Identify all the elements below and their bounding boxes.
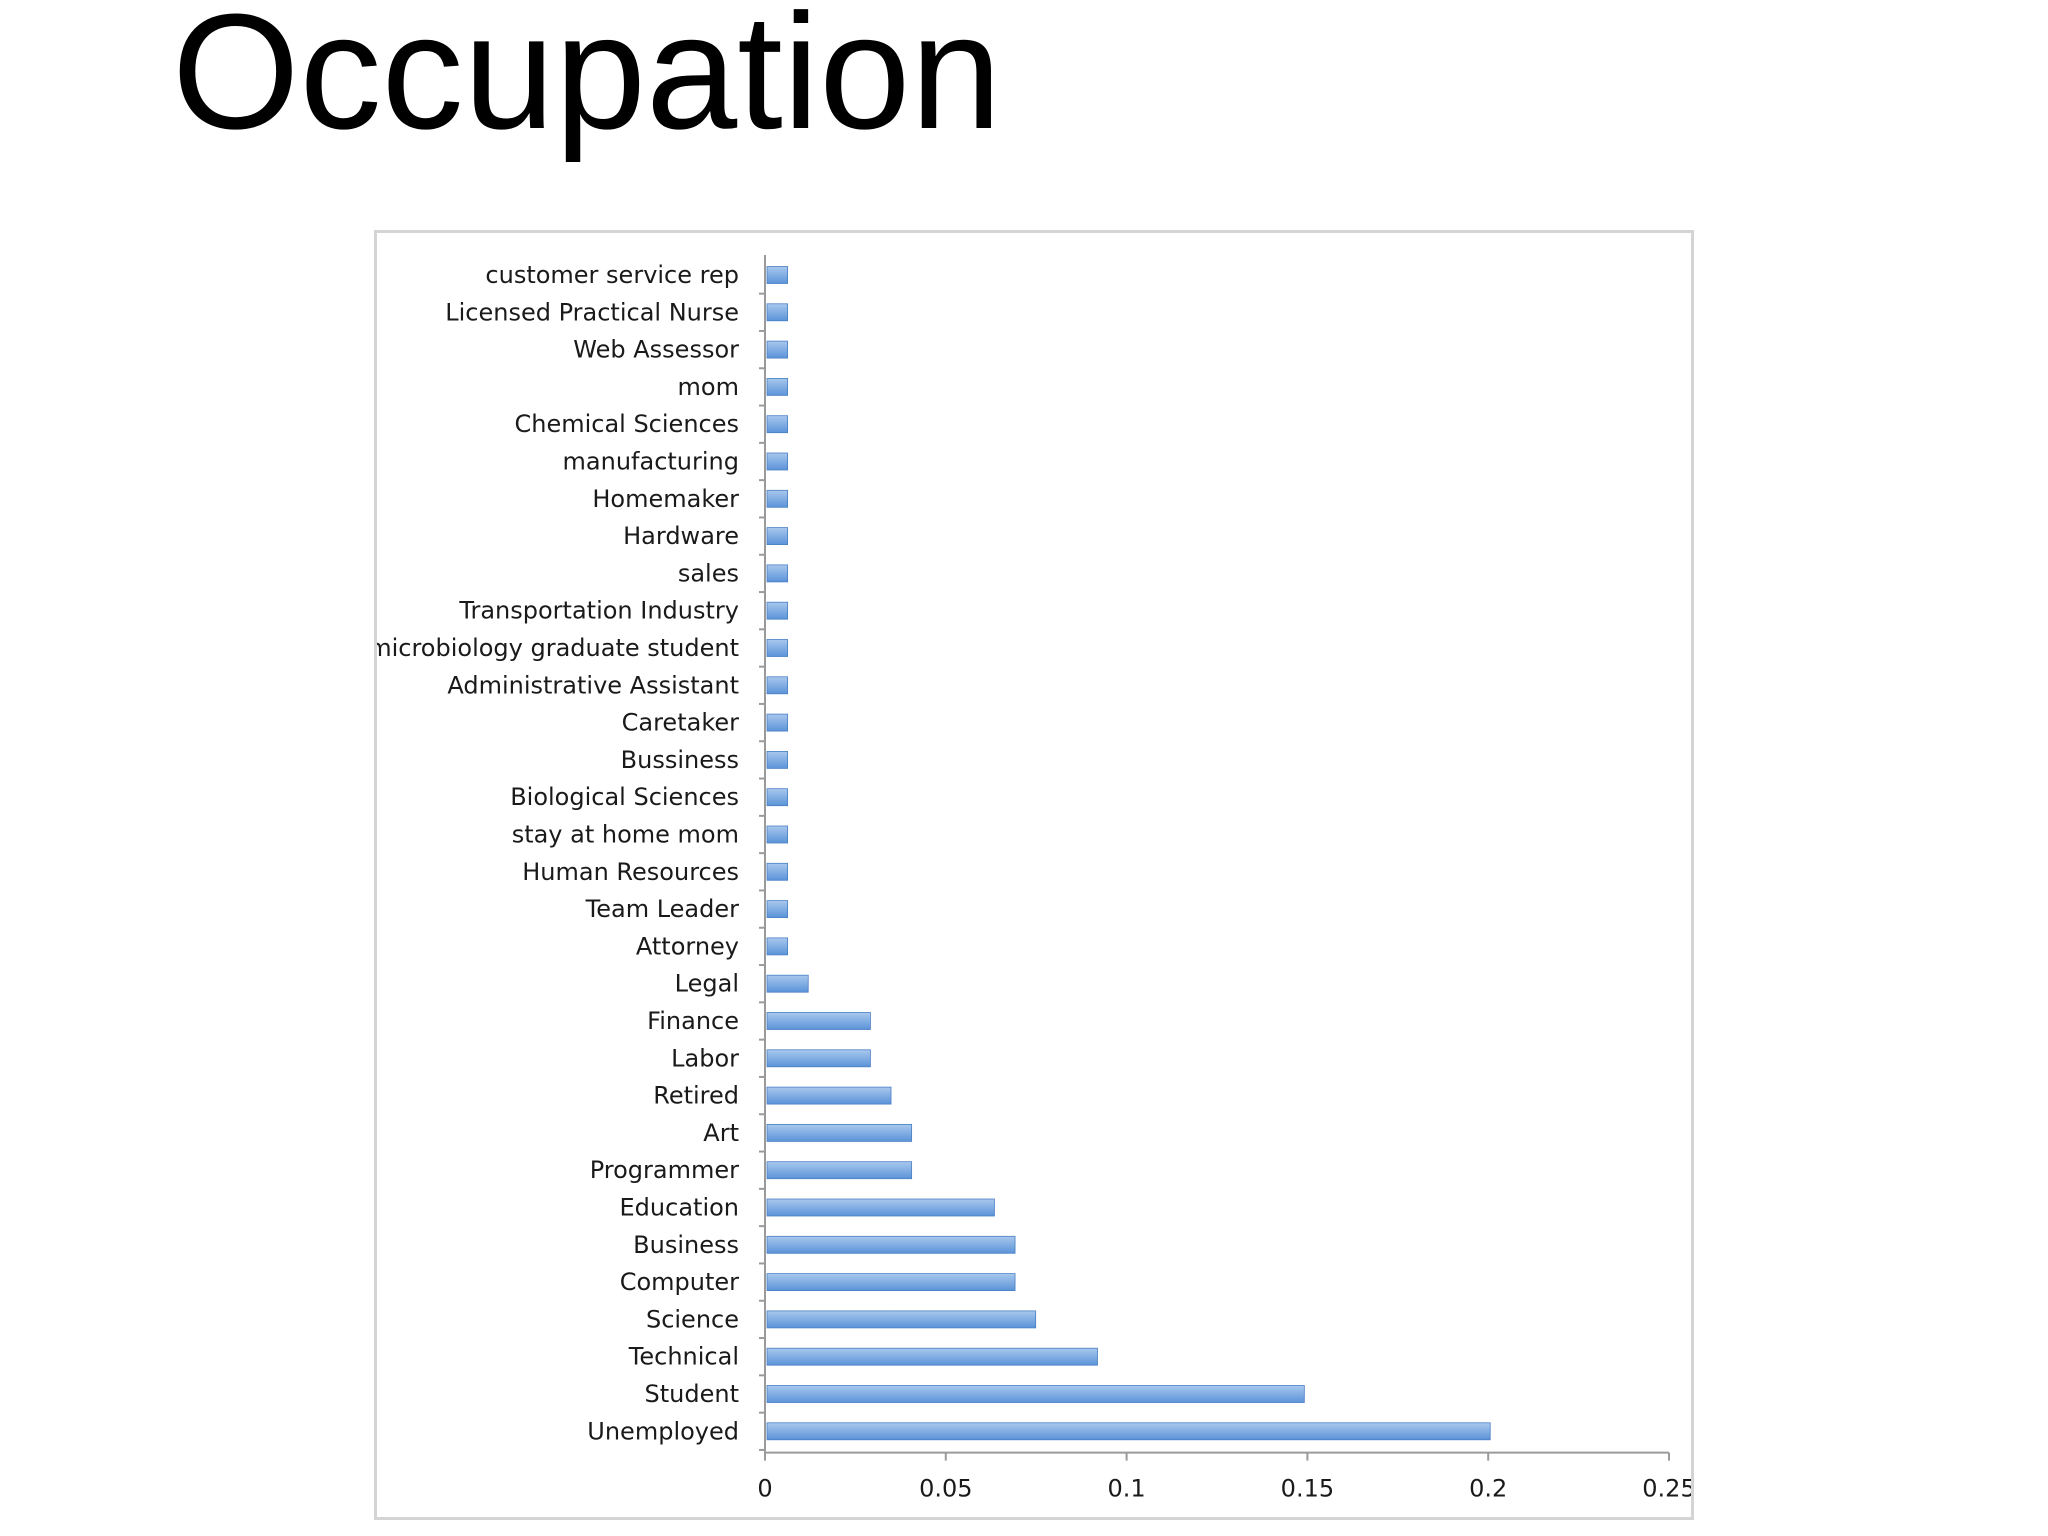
bar-caretaker	[766, 713, 789, 732]
category-label-retired: Retired	[653, 1082, 739, 1110]
bar-science	[766, 1310, 1037, 1329]
category-label-bussiness: Bussiness	[621, 746, 739, 774]
category-label-science: Science	[646, 1305, 739, 1333]
bar-microbiology-graduate-student	[766, 639, 789, 657]
bar-attorney	[766, 937, 789, 956]
bar-chemical-sciences	[766, 415, 789, 434]
bar-homemaker	[766, 489, 789, 508]
category-label-homemaker: Homemaker	[592, 485, 739, 513]
bar-computer	[766, 1273, 1016, 1291]
bar-hardware	[766, 527, 789, 546]
bar-technical	[766, 1347, 1098, 1366]
category-label-transportation-industry: Transportation Industry	[458, 597, 739, 625]
category-label-web-assessor: Web Assessor	[573, 336, 739, 364]
bar-unemployed	[766, 1422, 1491, 1441]
bar-business	[766, 1235, 1016, 1254]
category-label-human-resources: Human Resources	[522, 858, 739, 886]
bar-customer-service-rep	[766, 266, 789, 284]
category-label-labor: Labor	[671, 1044, 739, 1072]
category-label-business: Business	[633, 1231, 739, 1259]
bar-legal	[766, 974, 809, 993]
category-label-technical: Technical	[628, 1343, 739, 1371]
slide-title: Occupation	[172, 0, 1002, 163]
bar-retired	[766, 1086, 892, 1105]
category-label-finance: Finance	[647, 1007, 739, 1035]
category-label-biological-sciences: Biological Sciences	[510, 783, 739, 811]
bar-team-leader	[766, 900, 789, 918]
bar-web-assessor	[766, 340, 789, 359]
category-label-mom: mom	[678, 373, 739, 401]
category-label-computer: Computer	[620, 1268, 739, 1296]
category-label-education: Education	[620, 1194, 739, 1222]
category-label-customer-service-rep: customer service rep	[485, 261, 739, 289]
x-tick-labels: 0 0.05 0.1 0.15 0.2 0.25	[757, 1475, 1691, 1503]
x-tick-label: 0	[757, 1475, 772, 1503]
bar-labor	[766, 1049, 871, 1068]
category-label-attorney: Attorney	[636, 932, 739, 960]
bar-education	[766, 1198, 995, 1217]
category-label-licensed-practical-nurse: Licensed Practical Nurse	[445, 298, 739, 326]
category-label-art: Art	[703, 1119, 739, 1147]
bar-administrative-assistant	[766, 676, 789, 695]
category-label-stay-at-home-mom: stay at home mom	[512, 821, 739, 849]
category-label-manufacturing: manufacturing	[563, 448, 739, 476]
category-label-unemployed: Unemployed	[587, 1417, 739, 1445]
category-label-hardware: Hardware	[623, 522, 739, 550]
bar-stay-at-home-mom	[766, 825, 789, 844]
axes	[759, 255, 1670, 1461]
bar-licensed-practical-nurse	[766, 303, 789, 322]
category-label-chemical-sciences: Chemical Sciences	[514, 410, 739, 438]
category-label-student: Student	[645, 1380, 739, 1408]
chart-frame: customer service rep Licensed Practical N…	[374, 230, 1694, 1520]
category-label-programmer: Programmer	[590, 1156, 739, 1184]
bar-sales	[766, 564, 789, 583]
bar-biological-sciences	[766, 788, 789, 807]
category-label-legal: Legal	[675, 970, 739, 998]
bar-student	[766, 1385, 1305, 1403]
bars-layer	[766, 266, 1491, 1441]
category-label-caretaker: Caretaker	[622, 709, 739, 737]
bar-bussiness	[766, 751, 789, 769]
bar-art	[766, 1124, 913, 1142]
category-label-microbiology-graduate-student: microbiology graduate student	[377, 634, 739, 662]
category-labels: customer service rep Licensed Practical N…	[377, 261, 739, 1445]
x-tick-label: 0.25	[1642, 1475, 1691, 1503]
x-tick-label: 0.05	[919, 1475, 972, 1503]
bar-finance	[766, 1012, 871, 1030]
bar-programmer	[766, 1161, 913, 1180]
bar-manufacturing	[766, 452, 789, 471]
category-label-administrative-assistant: Administrative Assistant	[447, 671, 739, 699]
category-label-sales: sales	[678, 559, 739, 587]
x-tick-label: 0.15	[1281, 1475, 1334, 1503]
bar-mom	[766, 377, 789, 396]
x-tick-label: 0.1	[1108, 1475, 1146, 1503]
bar-transportation-industry	[766, 601, 789, 620]
occupation-bar-chart: customer service rep Licensed Practical N…	[377, 255, 1691, 1503]
x-tick-label: 0.2	[1469, 1475, 1507, 1503]
bar-human-resources	[766, 862, 789, 881]
category-label-team-leader: Team Leader	[585, 895, 739, 923]
